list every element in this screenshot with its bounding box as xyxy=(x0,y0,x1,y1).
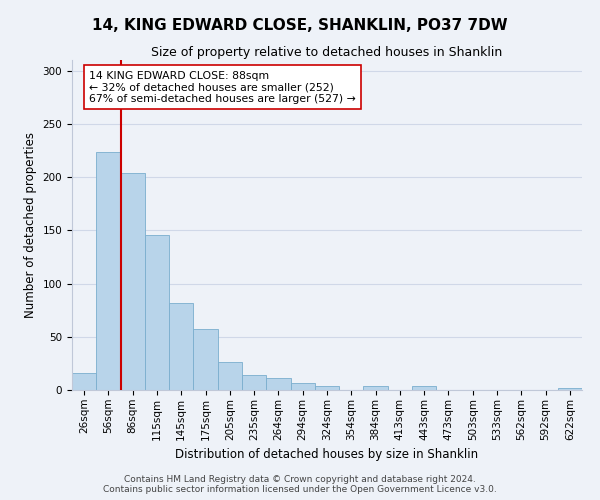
Bar xyxy=(315,386,339,390)
Bar xyxy=(121,173,145,390)
Bar xyxy=(364,386,388,390)
Bar xyxy=(290,382,315,390)
Bar xyxy=(558,388,582,390)
Text: 14 KING EDWARD CLOSE: 88sqm
← 32% of detached houses are smaller (252)
67% of se: 14 KING EDWARD CLOSE: 88sqm ← 32% of det… xyxy=(89,70,356,104)
Text: Contains HM Land Registry data © Crown copyright and database right 2024.
Contai: Contains HM Land Registry data © Crown c… xyxy=(103,474,497,494)
Title: Size of property relative to detached houses in Shanklin: Size of property relative to detached ho… xyxy=(151,46,503,59)
Bar xyxy=(145,234,169,390)
Bar xyxy=(218,362,242,390)
Bar xyxy=(242,375,266,390)
Bar xyxy=(72,373,96,390)
Y-axis label: Number of detached properties: Number of detached properties xyxy=(24,132,37,318)
Bar xyxy=(193,330,218,390)
Bar xyxy=(266,378,290,390)
Bar xyxy=(96,152,121,390)
Text: 14, KING EDWARD CLOSE, SHANKLIN, PO37 7DW: 14, KING EDWARD CLOSE, SHANKLIN, PO37 7D… xyxy=(92,18,508,32)
Bar xyxy=(412,386,436,390)
Bar xyxy=(169,302,193,390)
X-axis label: Distribution of detached houses by size in Shanklin: Distribution of detached houses by size … xyxy=(175,448,479,461)
